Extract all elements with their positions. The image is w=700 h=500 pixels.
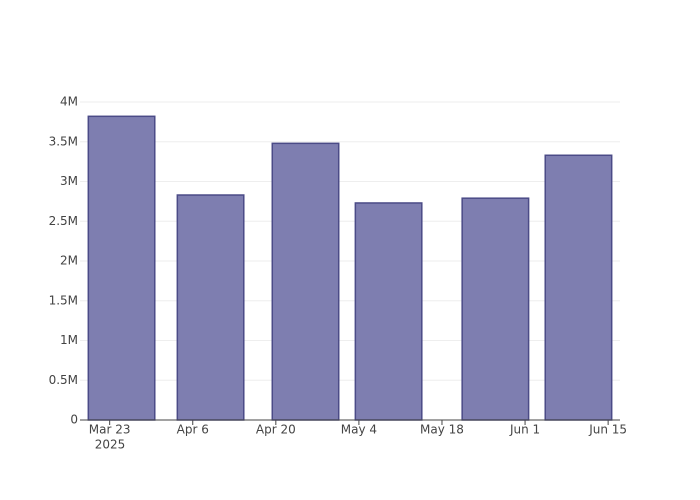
bar: [271, 142, 340, 421]
x-tick-label: May 18: [420, 423, 464, 437]
y-tick-label: 0: [70, 413, 78, 427]
y-tick-label: 3.5M: [49, 134, 78, 148]
y-tick-label: 4M: [60, 95, 78, 109]
y-tick-label: 3M: [60, 174, 78, 188]
x-tick-label: Jun 15: [588, 423, 627, 437]
y-tick-label: 2.5M: [49, 214, 78, 228]
y-tick-label: 0.5M: [49, 373, 78, 387]
x-tick-label: Mar 23: [89, 423, 131, 437]
bar: [461, 197, 530, 421]
bar: [544, 154, 613, 421]
x-tick-label: May 4: [341, 423, 377, 437]
y-tick-label: 1M: [60, 333, 78, 347]
x-year-label: 2025: [95, 438, 126, 452]
x-tick-label: Apr 20: [256, 423, 296, 437]
y-tick-label: 2M: [60, 254, 78, 268]
bar: [176, 194, 245, 421]
x-tick-label: Jun 1: [509, 423, 540, 437]
bar: [87, 115, 156, 421]
y-tick-label: 1.5M: [49, 293, 78, 307]
bar: [354, 202, 423, 421]
x-tick-label: Apr 6: [177, 423, 209, 437]
